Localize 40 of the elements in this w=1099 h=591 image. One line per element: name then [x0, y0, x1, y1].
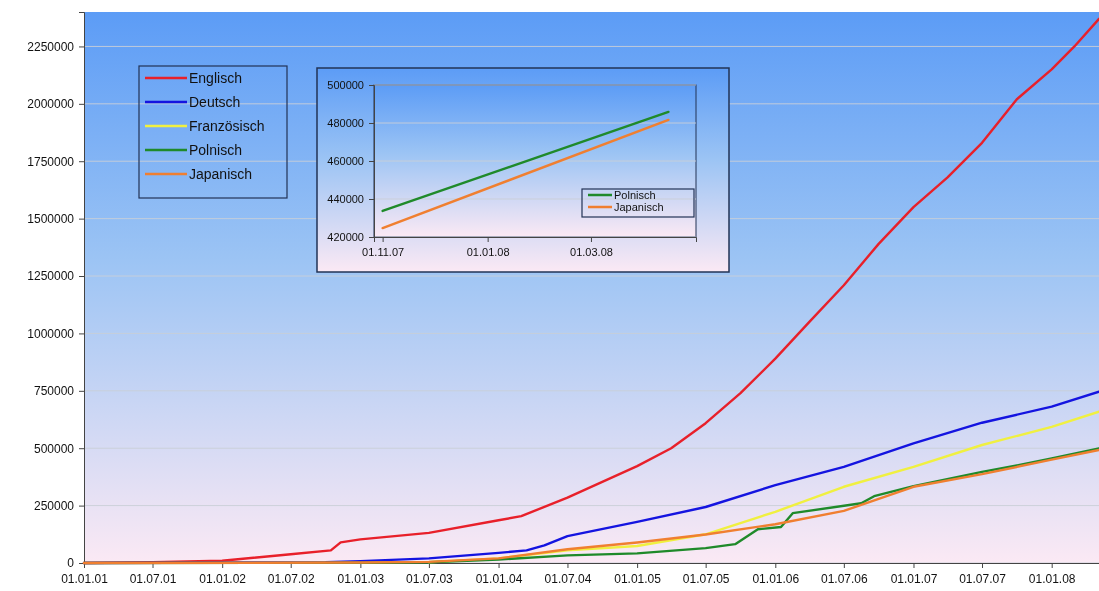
x-tick-label: 01.07.04	[544, 571, 592, 586]
x-tick-label: 01.11.07	[362, 245, 405, 258]
legend-label: Polnisch	[614, 188, 656, 201]
y-tick-label: 1000000	[27, 326, 75, 341]
x-tick-label: 01.07.01	[129, 571, 177, 586]
y-tick-label: 750000	[33, 384, 75, 399]
x-tick-label: 01.01.06	[752, 571, 800, 586]
y-tick-label: 250000	[33, 498, 75, 513]
y-tick-label: 1250000	[27, 269, 75, 284]
x-tick-label: 01.01.03	[337, 571, 385, 586]
y-tick-label: 2000000	[27, 97, 75, 112]
y-tick-label: 460000	[327, 155, 364, 168]
y-tick-label: 480000	[327, 117, 364, 130]
y-tick-label: 1500000	[27, 211, 75, 226]
x-tick-label: 01.01.08	[466, 245, 510, 258]
y-tick-label: 0	[67, 556, 75, 571]
x-tick-label: 01.07.03	[406, 571, 454, 586]
y-tick-label: 500000	[33, 441, 75, 456]
legend-label: Französisch	[189, 117, 265, 134]
x-tick-label: 01.07.02	[267, 571, 315, 586]
y-tick-label: 420000	[327, 231, 364, 244]
x-tick-label: 01.01.05	[614, 571, 662, 586]
legend-label: Englisch	[189, 69, 242, 86]
y-tick-label: 2250000	[27, 39, 75, 54]
x-tick-label: 01.03.08	[570, 245, 613, 258]
y-tick-label: 500000	[327, 79, 364, 92]
x-tick-label: 01.07.06	[820, 571, 869, 586]
x-tick-label: 01.07.05	[682, 571, 730, 586]
legend-label: Polnisch	[189, 141, 242, 158]
x-tick-label: 01.01.01	[61, 571, 109, 586]
x-tick-label: 01.01.04	[475, 571, 523, 586]
y-tick-label: 440000	[327, 193, 364, 206]
legend-label: Japanisch	[189, 165, 253, 182]
x-tick-label: 01.01.02	[199, 571, 247, 586]
y-tick-label: 1750000	[27, 154, 75, 169]
legend-label: Deutsch	[189, 93, 241, 110]
x-tick-label: 01.01.08	[1028, 571, 1076, 586]
x-tick-label: 01.07.07	[959, 571, 1007, 586]
legend-label: Japanisch	[614, 200, 664, 213]
x-tick-label: 01.01.07	[890, 571, 938, 586]
